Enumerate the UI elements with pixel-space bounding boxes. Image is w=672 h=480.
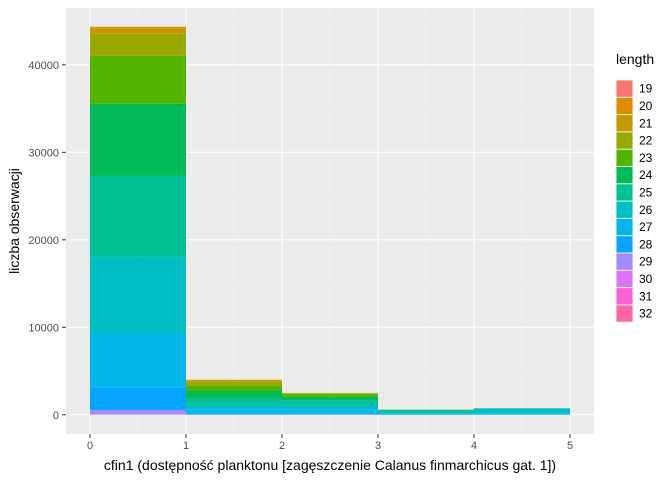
bar-segment-length-28 (186, 413, 282, 415)
legend-items: 19 20 21 22 23 24 25 26 27 28 29 30 31 32 (616, 80, 653, 323)
bar-segment-length-28 (282, 413, 378, 415)
bar-segment-length-23 (186, 385, 282, 391)
y-tick-label: 20000 (28, 235, 59, 247)
legend-label-31: 31 (639, 289, 653, 303)
legend-key-20 (616, 97, 633, 115)
bar-segment-length-25 (378, 410, 474, 412)
bar-segment-length-25 (90, 175, 186, 257)
legend-key-30 (616, 270, 633, 288)
bar-segment-length-23 (282, 394, 378, 397)
legend-label-20: 20 (639, 99, 653, 113)
bar-segment-length-22 (90, 33, 186, 56)
legend-label-29: 29 (639, 255, 653, 269)
legend-key-23 (616, 149, 633, 166)
x-tick-label: 0 (87, 440, 93, 452)
legend-key-19 (616, 80, 633, 97)
legend-key-25 (616, 184, 633, 201)
bar-segment-length-24 (378, 409, 474, 411)
y-tick-label: 10000 (28, 322, 59, 334)
x-tick-label: 1 (183, 440, 189, 452)
bar-segment-length-21 (186, 380, 282, 382)
y-tick-label: 30000 (28, 147, 59, 159)
legend: length 19 20 21 22 23 24 25 26 27 28 29 30 31 32 (616, 51, 654, 323)
legend-title: length (616, 51, 654, 67)
legend-key-24 (616, 167, 633, 184)
legend-label-28: 28 (639, 237, 653, 251)
legend-key-22 (616, 132, 633, 149)
legend-label-26: 26 (639, 203, 653, 217)
bar-segment-length-28 (90, 387, 186, 410)
bar-segment-length-26 (378, 411, 474, 414)
legend-key-32 (616, 305, 633, 322)
legend-label-30: 30 (639, 272, 653, 286)
legend-key-28 (616, 236, 633, 253)
bar-segment-length-26 (474, 408, 570, 414)
y-axis-title: liczba obserwacji (6, 168, 22, 274)
bar-segment-length-20 (90, 26, 186, 29)
y-tick-label: 0 (53, 410, 59, 422)
x-tick-label: 5 (567, 440, 573, 452)
bar-segment-length-29 (90, 409, 186, 415)
bar-segment-length-26 (186, 404, 282, 410)
legend-label-19: 19 (639, 82, 653, 96)
bar-segment-length-27 (282, 409, 378, 414)
bar-segment-length-24 (282, 396, 378, 401)
legend-key-21 (616, 115, 633, 132)
bar-segment-length-24 (90, 103, 186, 176)
bar-segment-length-24 (186, 390, 282, 399)
y-tick-label: 40000 (28, 60, 59, 72)
bar-segment-length-27 (186, 409, 282, 414)
bar-segment-length-25 (186, 398, 282, 405)
bar-segment-length-23 (90, 55, 186, 104)
bar-segment-length-27 (474, 413, 570, 415)
bar-segment-length-22 (186, 381, 282, 386)
legend-key-29 (616, 253, 633, 270)
legend-label-24: 24 (639, 168, 653, 182)
bar-segment-length-21 (90, 28, 186, 34)
legend-label-21: 21 (639, 116, 653, 130)
legend-label-32: 32 (639, 307, 653, 321)
x-axis-title: cfin1 (dostępność planktonu [zagęszczeni… (104, 457, 556, 473)
bar-segment-length-27 (378, 413, 474, 415)
x-tick-label: 3 (375, 440, 381, 452)
y-axis-ticks: 0 10000 20000 30000 40000 (28, 60, 66, 422)
legend-label-22: 22 (639, 134, 653, 148)
bar-segment-length-26 (90, 256, 186, 333)
legend-label-25: 25 (639, 185, 653, 199)
x-tick-label: 2 (279, 440, 285, 452)
legend-key-31 (616, 288, 633, 305)
x-axis-ticks: 0 1 2 3 4 5 (87, 434, 573, 452)
bars (90, 26, 570, 415)
bar-segment-length-22 (282, 393, 378, 395)
x-tick-label: 4 (471, 440, 477, 452)
bar-segment-length-25 (282, 400, 378, 405)
bar-segment-length-27 (90, 332, 186, 388)
legend-label-27: 27 (639, 220, 653, 234)
legend-key-26 (616, 201, 633, 218)
legend-key-27 (616, 218, 633, 236)
bar-segment-length-26 (282, 404, 378, 410)
legend-label-23: 23 (639, 151, 653, 165)
